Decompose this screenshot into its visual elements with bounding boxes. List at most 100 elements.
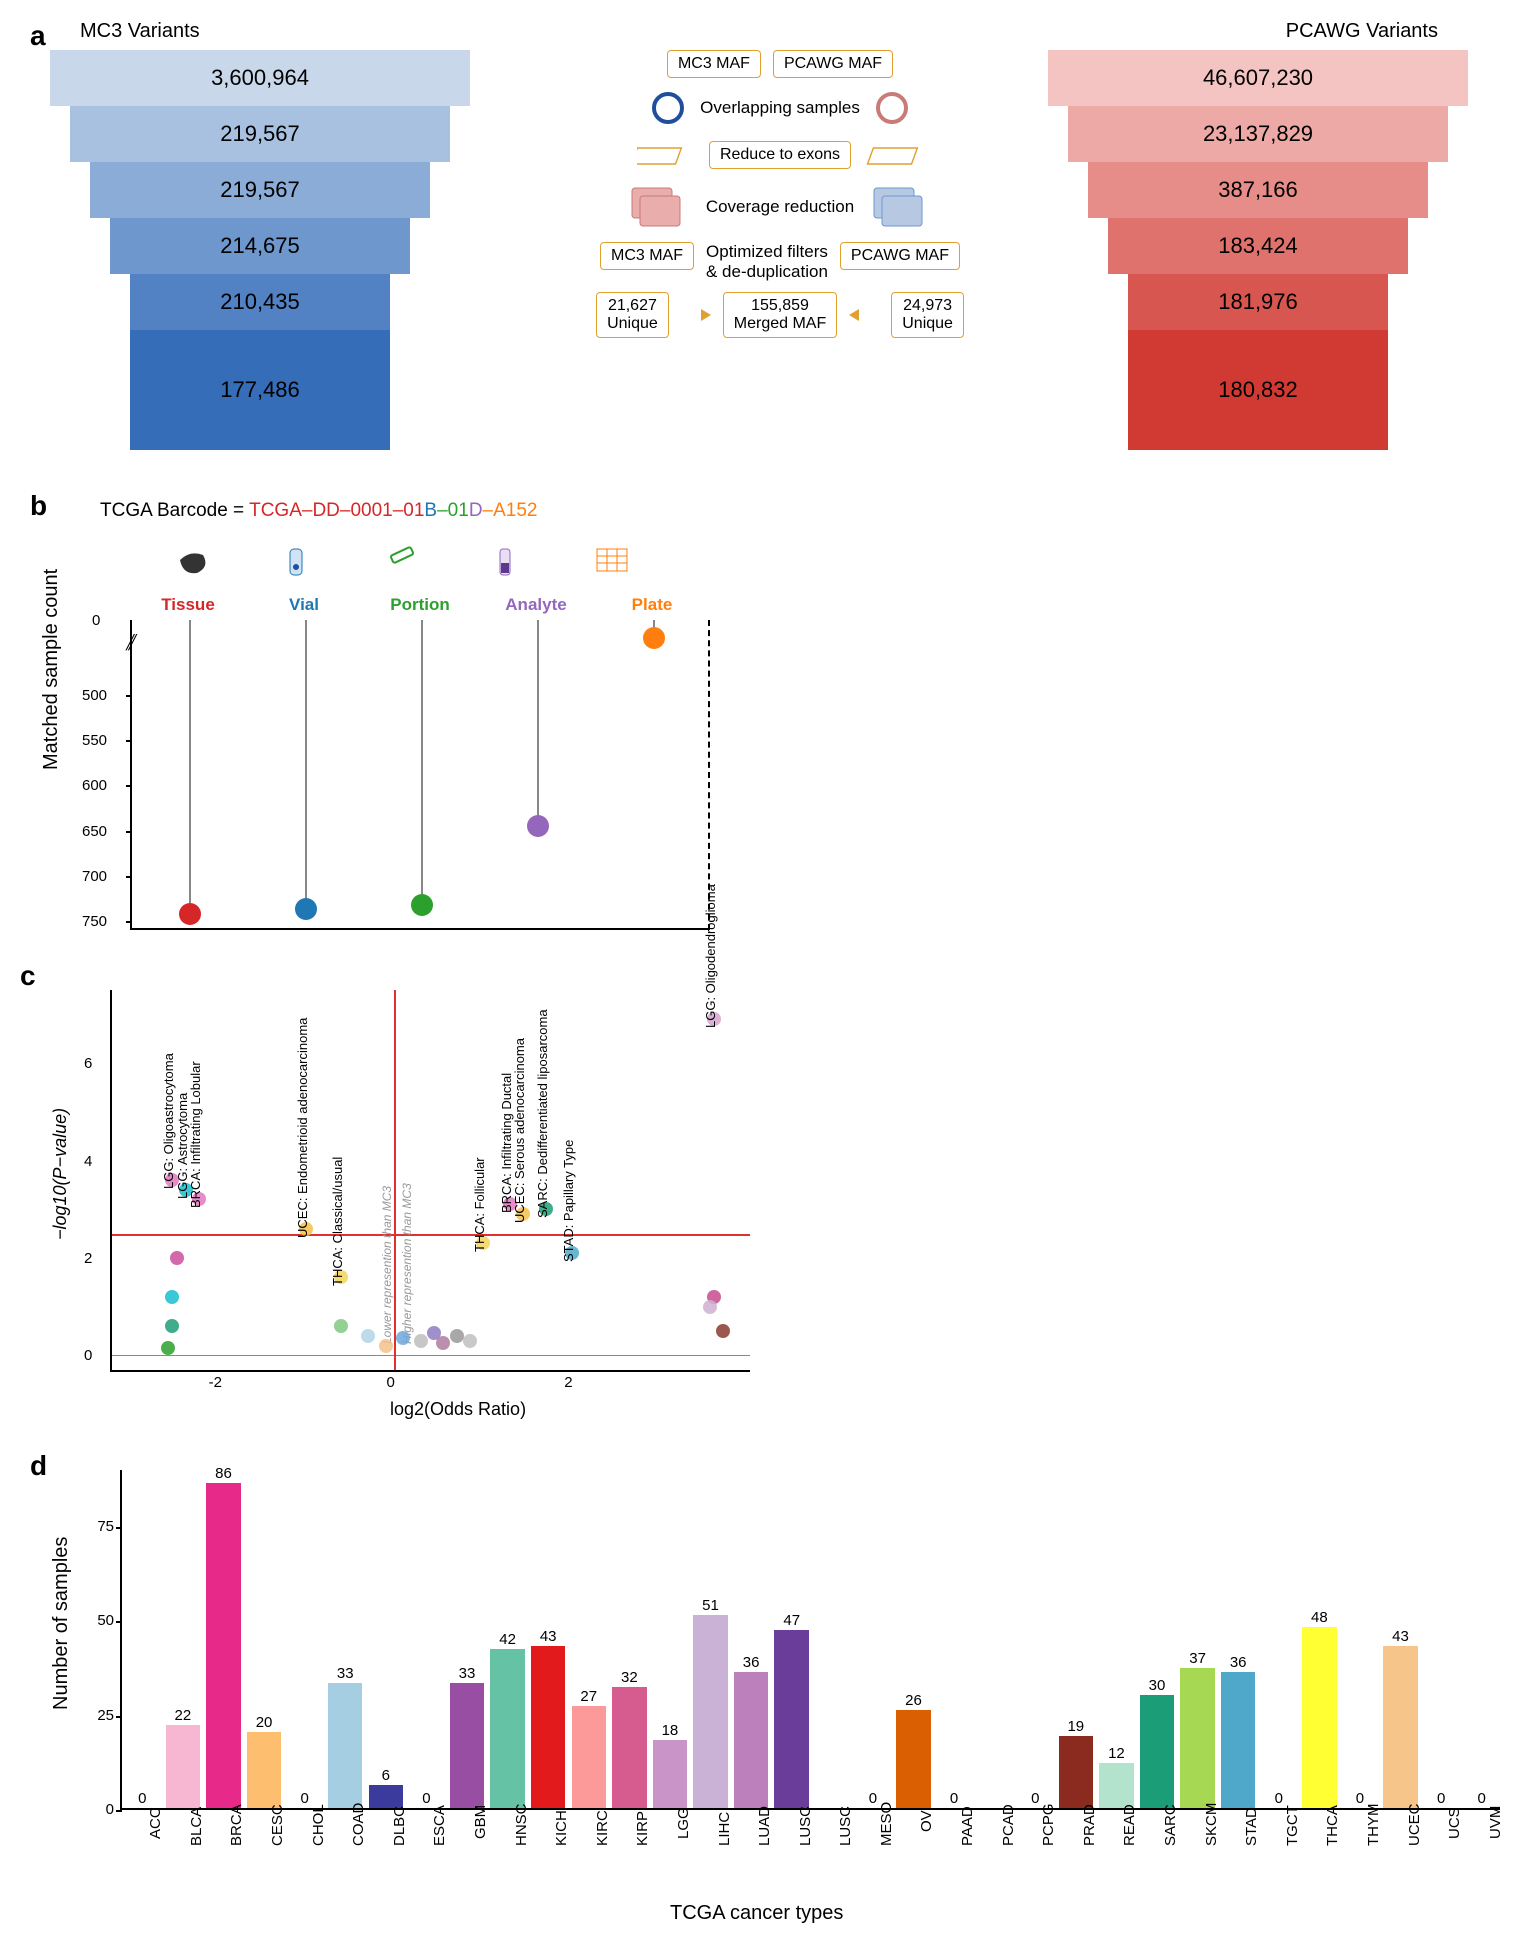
lollipop-dot [179, 903, 201, 925]
bar-value: 32 [608, 1669, 651, 1686]
bar [1302, 1627, 1337, 1808]
bar-value: 6 [365, 1767, 408, 1784]
lollipop-dot [527, 815, 549, 837]
funnel-stage: 46,607,230 [1048, 50, 1468, 106]
bar-value: 26 [892, 1692, 935, 1709]
bar-category: CESC [269, 1804, 286, 1846]
lollipop-dot [643, 627, 665, 649]
label-overlap: Overlapping samples [700, 98, 860, 118]
bar-category: CHOL [310, 1804, 327, 1846]
scatter-point [379, 1339, 393, 1353]
bar-value: 22 [162, 1707, 205, 1724]
bar-category: THCA [1324, 1805, 1341, 1846]
bar-category: UCS [1446, 1807, 1463, 1839]
bar-category: ESCA [431, 1805, 448, 1846]
bar [1180, 1668, 1215, 1808]
box-pcawg-out: PCAWG MAF [840, 242, 960, 270]
scatter-chart: -2020246Lower represention than MC3Highe… [110, 990, 750, 1370]
scatter-label: STAD: Papillary Type [561, 1140, 576, 1262]
panel-b-ylabel: Matched sample count [40, 569, 63, 770]
bar [166, 1725, 201, 1808]
funnel-stage: 3,600,964 [50, 50, 470, 106]
bar [328, 1683, 363, 1808]
panel-b-label: b [30, 490, 47, 522]
scatter-point [414, 1334, 428, 1348]
bar [247, 1732, 282, 1808]
panel-a-label: a [30, 20, 46, 52]
bar [1140, 1695, 1175, 1808]
panel-a: a MC3 Variants PCAWG Variants 3,600,964 2… [20, 20, 1498, 460]
scatter-label: BRCA: Infiltrating Lobular [188, 1062, 203, 1209]
venn-right-icon [872, 88, 912, 128]
bar-category: GBM [472, 1805, 489, 1839]
scatter-label: THCA: Classical/usual [330, 1157, 345, 1286]
bar-category: ACC [147, 1807, 164, 1839]
panel-c-xlabel: log2(Odds Ratio) [390, 1399, 526, 1420]
pcawg-title: PCAWG Variants [1286, 20, 1438, 43]
bar-value: 43 [1379, 1628, 1422, 1645]
panel-d-ylabel: Number of samples [50, 1537, 73, 1710]
scatter-label: UCEC: Endometrioid adenocarcinoma [295, 1017, 310, 1237]
sample-icon [595, 545, 631, 586]
bar-value: 86 [202, 1465, 245, 1482]
funnel-stage: 23,137,829 [1068, 106, 1448, 162]
coverage-right-icon [866, 182, 936, 232]
bar-value: 0 [1420, 1790, 1463, 1807]
bar [734, 1672, 769, 1808]
panel-d-label: d [30, 1450, 47, 1482]
scatter-label: LGG: Oligoastrocytoma [161, 1053, 176, 1189]
funnel-stage: 219,567 [90, 162, 430, 218]
sample-icon [385, 545, 421, 586]
bar-category: COAD [350, 1803, 367, 1846]
bar [612, 1687, 647, 1808]
lollipop-dot [411, 894, 433, 916]
bar-category: SKCM [1203, 1803, 1220, 1846]
bar [369, 1785, 404, 1808]
barcode-segment: D [469, 500, 483, 521]
scatter-point [165, 1290, 179, 1304]
bar-category: KIRP [634, 1811, 651, 1846]
arrow-right-icon [849, 305, 879, 325]
barcode-segment: –A152 [483, 500, 538, 521]
box-pcawg-maf: PCAWG MAF [773, 50, 893, 78]
panel-d: d Number of samples 0ACC22BLCA86BRCA20CE… [20, 1450, 1498, 1930]
scatter-point [161, 1341, 175, 1355]
bar [490, 1649, 525, 1808]
coverage-left-icon [624, 182, 694, 232]
bar-value: 43 [527, 1628, 570, 1645]
mc3-title: MC3 Variants [80, 20, 200, 43]
lollipop-label: Vial [264, 595, 344, 615]
bar-category: HNSC [513, 1803, 530, 1846]
bar [693, 1615, 728, 1808]
panel-c: c −log10(P−value) -2020246Lower represen… [20, 960, 780, 1430]
exon-left-icon [637, 138, 697, 172]
bar-category: OV [918, 1810, 935, 1832]
mc3-funnel: 3,600,964219,567219,567214,675210,435177… [50, 50, 470, 450]
bar-category: PRAD [1081, 1804, 1098, 1846]
bar-category: STAD [1243, 1807, 1260, 1846]
funnel-stage: 387,166 [1088, 162, 1428, 218]
label-opt: Optimized filters & de-duplication [706, 242, 828, 282]
barcode-segment: B [424, 500, 437, 521]
bar-value: 33 [324, 1665, 367, 1682]
bar-category: LIHC [716, 1812, 733, 1846]
box-merged: 155,859 Merged MAF [723, 292, 837, 338]
panel-b: b TCGA Barcode = TCGA–DD–0001–01B–01D–A1… [20, 490, 740, 960]
bar-value: 18 [649, 1722, 692, 1739]
bar [896, 1710, 931, 1808]
funnel-stage: 214,675 [110, 218, 410, 274]
lollipop-label: Analyte [496, 595, 576, 615]
bar [774, 1630, 809, 1808]
scatter-point [703, 1300, 717, 1314]
bar-category: LUSC [797, 1806, 814, 1846]
bar [1221, 1672, 1256, 1808]
barcode-segment: TCGA–DD–0001–01 [249, 500, 424, 521]
bar-category: TGCT [1284, 1805, 1301, 1846]
venn-left-icon [648, 88, 688, 128]
barcode-segment: –01 [437, 500, 469, 521]
scatter-label: LGG: Oligodendroglioma [703, 884, 718, 1028]
panel-c-label: c [20, 960, 36, 992]
barcode-text: TCGA Barcode = TCGA–DD–0001–01B–01D–A152 [100, 500, 538, 522]
bar-value: 27 [568, 1688, 611, 1705]
bar-category: UCEC [1406, 1803, 1423, 1846]
